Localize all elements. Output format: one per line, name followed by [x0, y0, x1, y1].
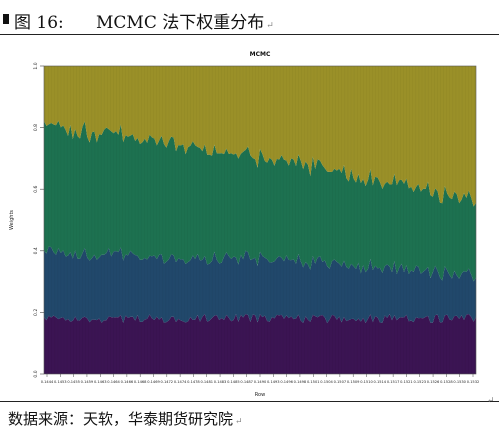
return-mark-icon: ↵ [266, 21, 274, 31]
weight-band-3 [44, 120, 476, 282]
x-tick-label: 0.1510 [360, 380, 373, 384]
x-tick-label: 0.1464 [107, 380, 120, 384]
x-tick-label: 0.1526 [427, 380, 440, 384]
x-tick-label: 0.1509 [347, 380, 360, 384]
caption-rule [0, 34, 499, 35]
x-tick-label: 0.1468 [134, 380, 147, 384]
weight-band-2 [44, 246, 476, 324]
figure-title-text: MCMC 法下权重分布 [96, 13, 265, 33]
x-tick-label: 0.1532 [467, 380, 480, 384]
x-tick-label: 0.1514 [374, 380, 387, 384]
x-tick-label: 0.1466 [121, 380, 134, 384]
x-axis: 0.1444 0.1453 0.1455 0.1459 0.1463 0.1464 0.14… [41, 374, 480, 384]
figure-number: 图 16: [14, 13, 64, 33]
x-tick-label: 0.1530 [453, 380, 466, 384]
x-tick-label: 0.1517 [387, 380, 400, 384]
x-tick-label: 0.1498 [294, 380, 307, 384]
x-tick-label: 0.1481 [200, 380, 213, 384]
figure-caption: 图 16: MCMC 法下权重分布 ↵ [0, 0, 499, 38]
x-tick-label: 0.1463 [94, 380, 107, 384]
x-tick-label: 0.1507 [334, 380, 347, 384]
y-tick-label: 1.0 [33, 62, 39, 69]
x-tick-label: 0.1528 [440, 380, 453, 384]
x-tick-label: 0.1485 [227, 380, 240, 384]
x-tick-label: 0.1459 [81, 380, 94, 384]
x-tick-label: 0.1523 [413, 380, 426, 384]
y-axis-label: Weights [9, 210, 15, 230]
source-text: 数据来源：天软，华泰期货研究院 [8, 410, 234, 428]
y-tick-label: 0.0 [33, 370, 39, 377]
x-tick-label: 0.1469 [147, 380, 160, 384]
y-tick-label: 0.8 [33, 124, 39, 131]
mcmc-chart: MCMC 0.00.20.40.60.81.0 0.1444 0.1453 0.14… [0, 40, 499, 400]
x-tick-label: 0.1490 [254, 380, 267, 384]
weight-band-4 [44, 66, 476, 207]
source-note: 数据来源：天软，华泰期货研究院 ↵ [8, 408, 243, 429]
caption-bullet [3, 14, 9, 24]
x-tick-label: 0.1472 [161, 380, 174, 384]
x-tick-label: 0.1504 [320, 380, 333, 384]
y-tick-label: 0.6 [33, 185, 39, 192]
weight-band-1 [44, 313, 476, 374]
figure-title: MCMC 法下权重分布 ↵ [96, 8, 274, 33]
x-tick-label: 0.1496 [280, 380, 293, 384]
x-axis-label: Row [255, 392, 265, 398]
chart-title: MCMC [250, 51, 271, 58]
y-axis: 0.0 0.2 0.4 0.6 0.8 1.0 [33, 62, 44, 378]
footer-rule [0, 401, 499, 402]
x-tick-label: 0.1521 [400, 380, 413, 384]
x-tick-label: 0.1487 [240, 380, 253, 384]
x-tick-label: 0.1483 [214, 380, 227, 384]
x-tick-label: 0.1501 [307, 380, 320, 384]
x-tick-label: 0.1474 [174, 380, 187, 384]
y-tick-label: 0.2 [33, 309, 39, 316]
x-tick-label: 0.1478 [187, 380, 200, 384]
return-mark-icon: ↵ [235, 417, 243, 427]
stacked-areas [44, 66, 476, 374]
area-noise-overlay [45, 66, 475, 374]
y-tick-label: 0.4 [33, 247, 39, 254]
x-tick-label: 0.1444 [41, 380, 54, 384]
return-mark-icon: ↵ [487, 396, 495, 406]
x-tick-label: 0.1455 [67, 380, 80, 384]
x-tick-label: 0.1453 [54, 380, 67, 384]
x-tick-label: 0.1493 [267, 380, 280, 384]
